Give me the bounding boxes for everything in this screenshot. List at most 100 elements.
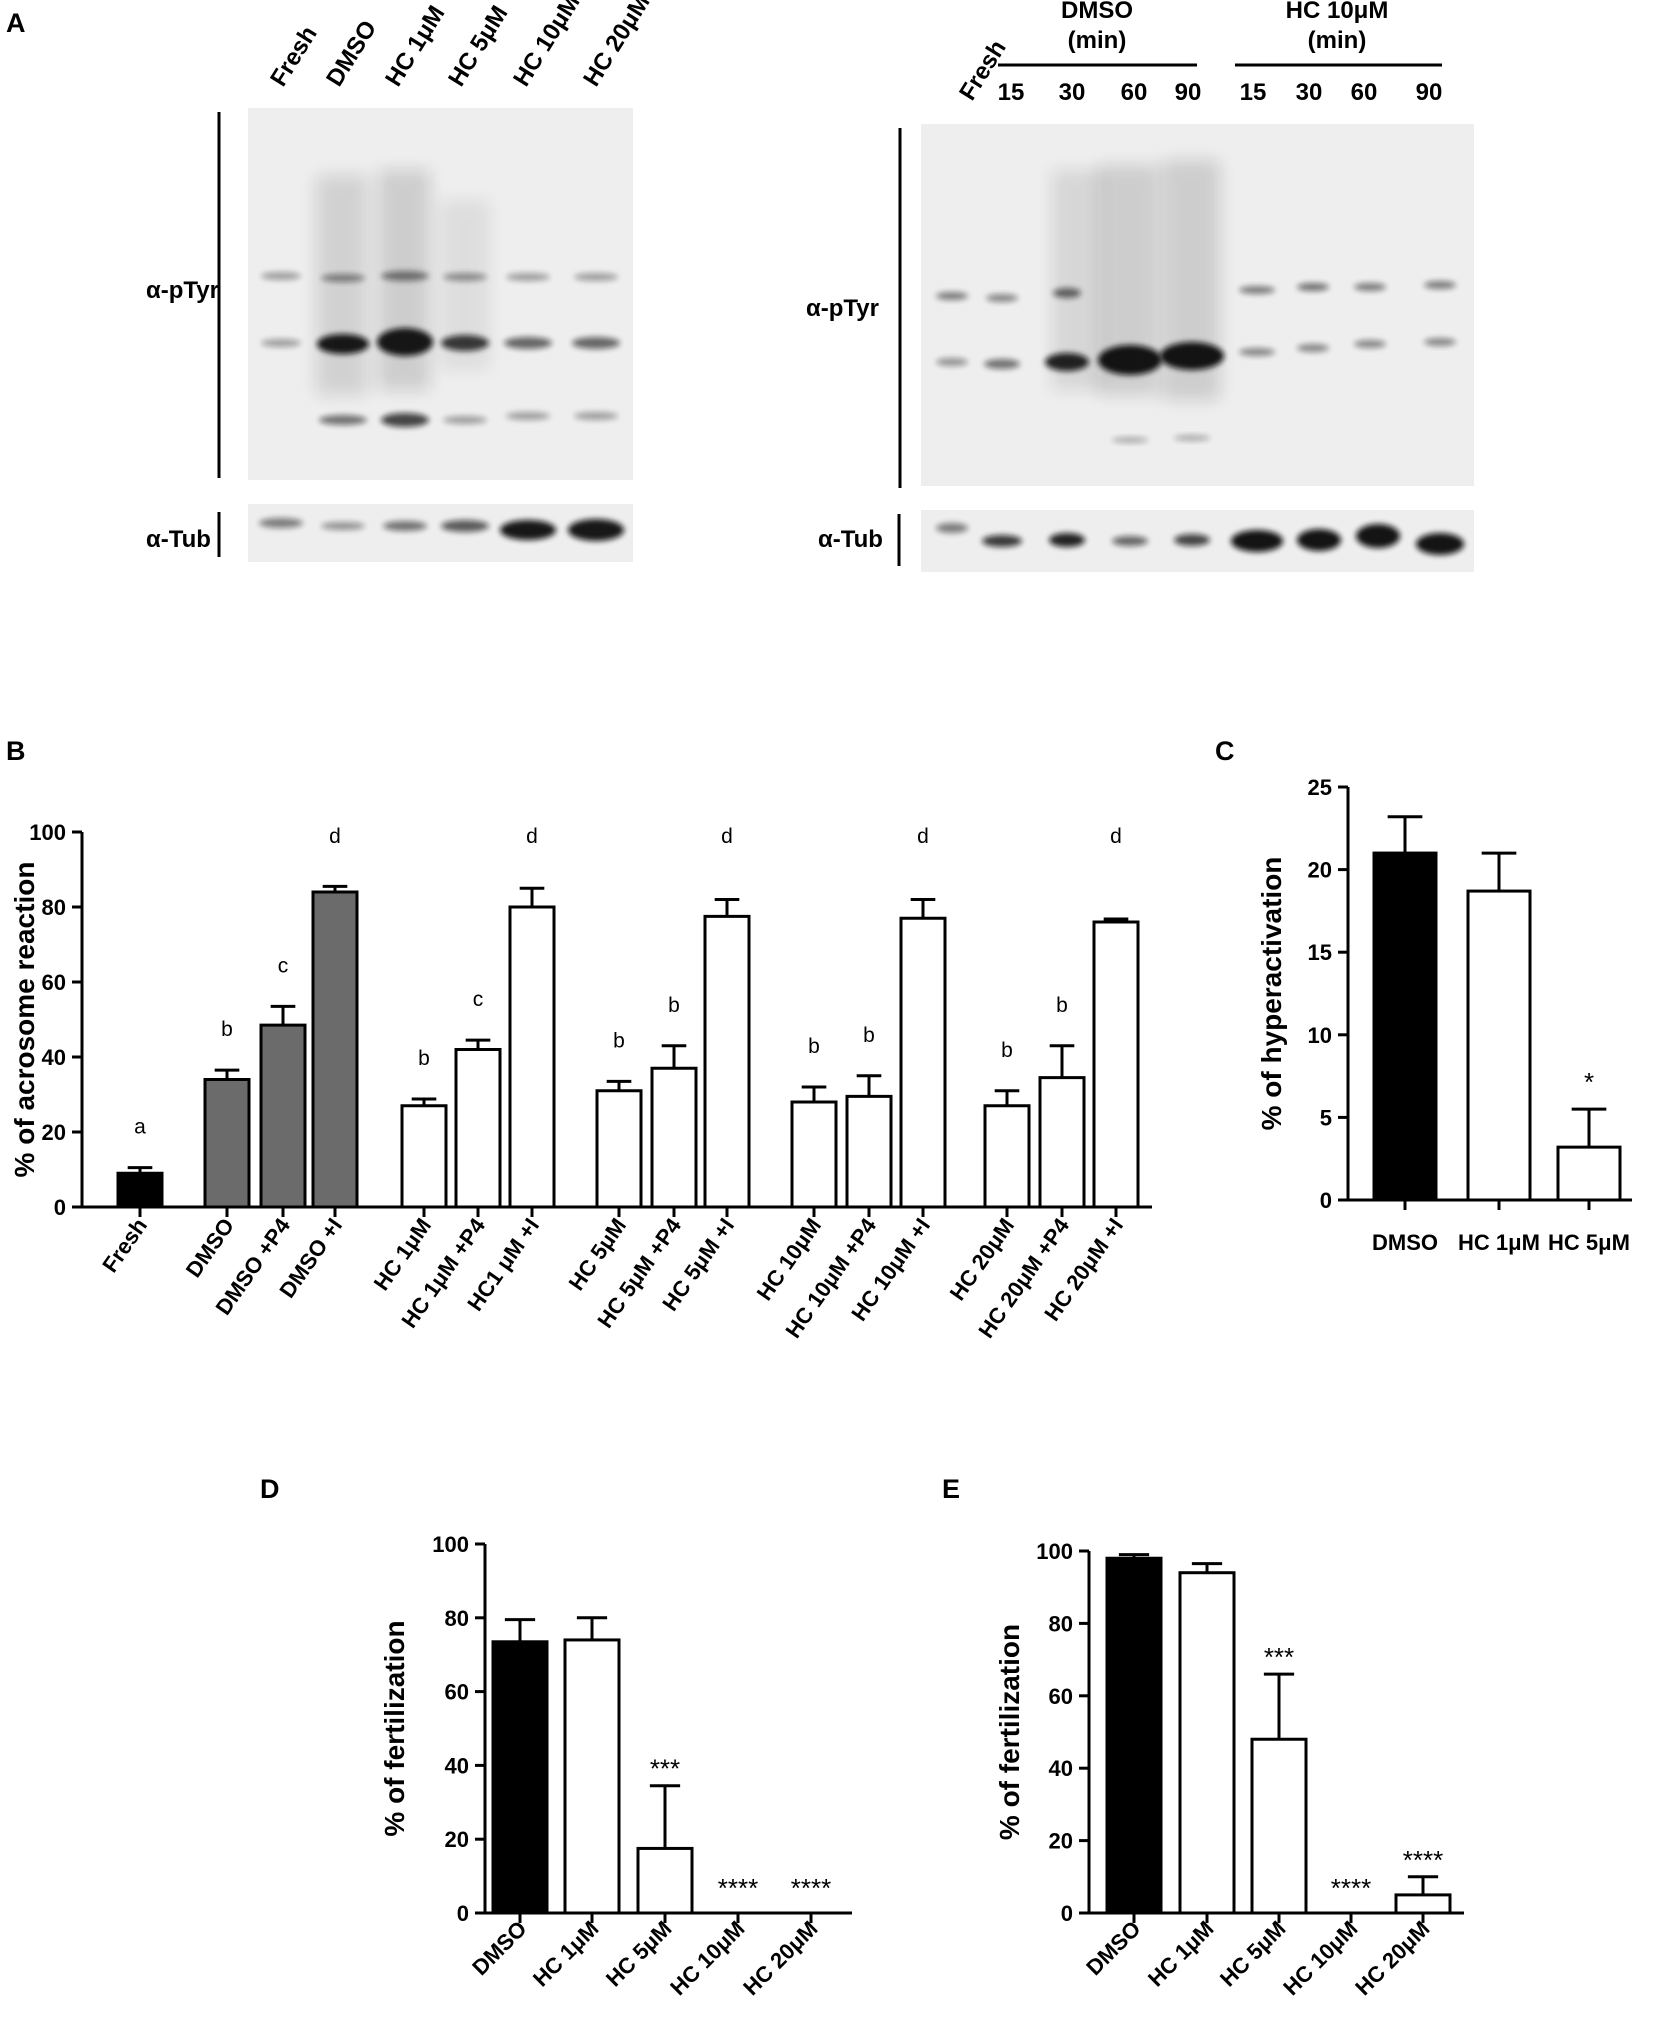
category-label: DMSO: [1081, 1916, 1145, 1980]
lane-label-hc5: HC 5μM: [443, 1, 513, 91]
bar: [1372, 851, 1438, 1202]
bar: [1466, 889, 1532, 1202]
y-tick-label: 25: [1308, 775, 1332, 800]
significance-label: b: [808, 1035, 820, 1058]
y-tick-label: 100: [432, 1532, 469, 1557]
bar: [983, 1104, 1031, 1209]
significance-label: d: [526, 825, 538, 848]
bar: [1038, 1076, 1086, 1209]
time-label: 60: [1121, 79, 1148, 106]
bar: [899, 916, 947, 1209]
y-axis-label: % of hyperactivation: [1256, 857, 1287, 1131]
panel-e-label: E: [942, 1474, 960, 1504]
time-label: 15: [1240, 79, 1267, 106]
category-label: HC 20μM: [738, 1916, 822, 2000]
hc10-group-label: HC 10μM: [1286, 0, 1389, 24]
significance-label: b: [863, 1024, 875, 1047]
significance-label: b: [418, 1047, 430, 1070]
significance-label: b: [221, 1018, 233, 1041]
bar: [311, 890, 359, 1209]
bar: [703, 914, 751, 1209]
y-tick-label: 80: [42, 895, 66, 920]
time-label: 30: [1296, 79, 1323, 106]
dmso-group-label: DMSO: [1061, 0, 1133, 24]
y-tick-label: 40: [1049, 1756, 1073, 1781]
right-blot: Fresh DMSO (min) HC 10μM (min) 15 30 60 …: [806, 0, 1474, 572]
category-label: HC 20μM: [1350, 1916, 1434, 2000]
bar: [845, 1094, 893, 1209]
bar: [491, 1640, 549, 1915]
left-ptyr-bands: [261, 170, 620, 427]
y-tick-label: 60: [42, 970, 66, 995]
lane-label-hc10: HC 10μM: [508, 0, 585, 91]
significance-label: b: [1056, 994, 1068, 1017]
y-axis-label: % of fertilization: [379, 1620, 410, 1836]
time-label: 60: [1351, 79, 1378, 106]
lane-label-dmso: DMSO: [321, 16, 382, 91]
category-label: DMSO: [1372, 1230, 1438, 1255]
bar: [259, 1023, 307, 1209]
significance-label: d: [1110, 825, 1122, 848]
bar: [1250, 1737, 1308, 1915]
time-labels: 15 30 60 90 15 30 60 90: [998, 79, 1443, 106]
significance-label: b: [613, 1029, 625, 1052]
y-tick-label: 80: [1049, 1611, 1073, 1636]
category-label: HC 1μM: [1143, 1916, 1219, 1992]
time-label: 15: [998, 79, 1025, 106]
y-tick-label: 0: [457, 1901, 469, 1926]
bar: [650, 1066, 698, 1209]
panel-d-label: D: [260, 1474, 280, 1504]
significance-label: *: [1584, 1067, 1594, 1097]
y-tick-label: 40: [445, 1753, 469, 1778]
significance-label: ****: [1331, 1873, 1371, 1903]
y-tick-label: 15: [1308, 940, 1332, 965]
lane-label-fresh: Fresh: [265, 21, 323, 91]
hc10-group-unit: (min): [1308, 27, 1367, 54]
y-tick-label: 0: [1061, 1901, 1073, 1926]
category-label: DMSO: [181, 1214, 239, 1282]
right-ptyr-label: α-pTyr: [806, 295, 879, 322]
significance-label: b: [668, 994, 680, 1017]
y-tick-label: 40: [42, 1045, 66, 1070]
bar: [636, 1846, 694, 1915]
significance-label: a: [134, 1116, 146, 1139]
category-label: HC 5μM: [1215, 1916, 1291, 1992]
y-tick-label: 20: [445, 1827, 469, 1852]
left-blot: Fresh DMSO HC 1μM HC 5μM HC 10μM HC 20μM…: [146, 0, 656, 562]
bar: [790, 1100, 838, 1209]
y-axis-label: % of acrosome reaction: [9, 862, 40, 1178]
bar: [1556, 1145, 1622, 1202]
panel-c-label: C: [1215, 736, 1235, 766]
right-tub-label: α-Tub: [818, 526, 883, 553]
y-tick-label: 0: [1320, 1188, 1332, 1213]
left-blot-lane-labels: Fresh DMSO HC 1μM HC 5μM HC 10μM HC 20μM: [265, 0, 655, 91]
significance-label: ****: [718, 1873, 758, 1903]
bar: [1178, 1571, 1236, 1915]
category-label: HC 5μM: [601, 1916, 677, 1992]
left-ptyr-label: α-pTyr: [146, 277, 219, 304]
bar: [116, 1171, 164, 1209]
chart-b-acrosome-reaction: 0 20 40 60 80 100 % of acrosome reaction a Fresh…: [9, 820, 1152, 1343]
y-tick-label: 5: [1320, 1105, 1332, 1130]
left-tub-label: α-Tub: [146, 526, 211, 553]
bar: [400, 1104, 448, 1209]
time-label: 30: [1059, 79, 1086, 106]
y-axis-label: % of fertilization: [994, 1624, 1025, 1840]
panel-b-label: B: [6, 736, 26, 766]
significance-label: d: [329, 825, 341, 848]
y-tick-label: 60: [445, 1680, 469, 1705]
bar: [563, 1638, 621, 1915]
lane-label-hc20: HC 20μM: [578, 0, 655, 91]
significance-label: d: [917, 825, 929, 848]
bar: [508, 905, 556, 1209]
right-ptyr-bands: [936, 160, 1456, 443]
y-tick-label: 20: [1049, 1829, 1073, 1854]
left-tub-membrane: [248, 504, 633, 562]
y-tick-label: 80: [445, 1606, 469, 1631]
category-label: HC 5μM: [1548, 1230, 1630, 1255]
category-label: HC 10μM: [1278, 1916, 1362, 2000]
panel-a: A Fresh DMSO HC 1μM HC 5μM HC 10μM HC 20…: [6, 0, 1474, 572]
bar: [595, 1089, 643, 1209]
